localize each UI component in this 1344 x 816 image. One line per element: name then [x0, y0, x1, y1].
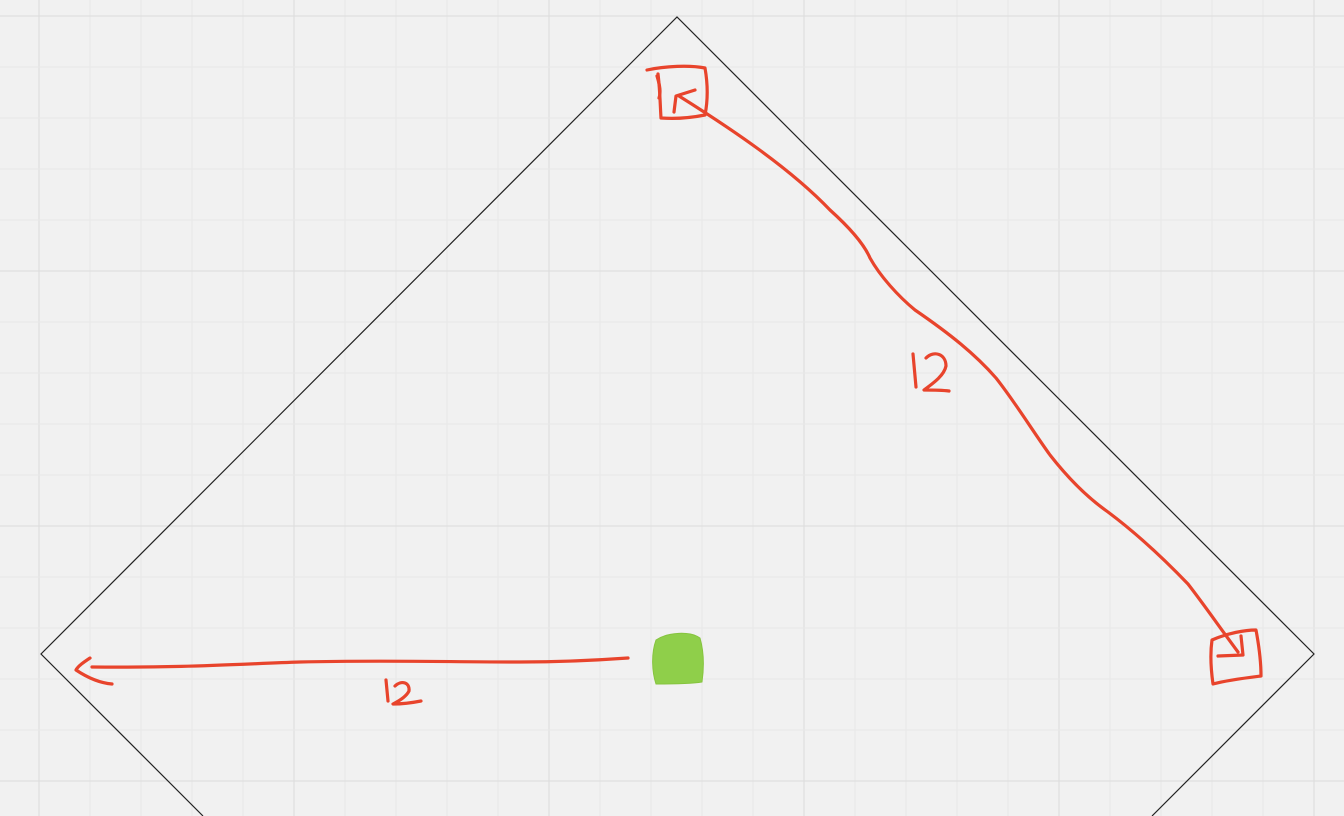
green-square-marker-icon	[652, 632, 704, 685]
right-edge-label-12	[911, 352, 951, 393]
diamond-outline	[40, 16, 1315, 816]
bottom-label-12	[384, 678, 423, 706]
outline-left-lower-edge	[40, 16, 1315, 816]
top-square-icon	[645, 64, 709, 120]
horizontal-connector-arrow	[90, 656, 630, 669]
left-arrowhead-icon	[74, 656, 114, 686]
red-annotations	[74, 64, 1263, 706]
right-square-icon	[1209, 628, 1263, 686]
curved-connector-arrow	[677, 94, 1240, 654]
